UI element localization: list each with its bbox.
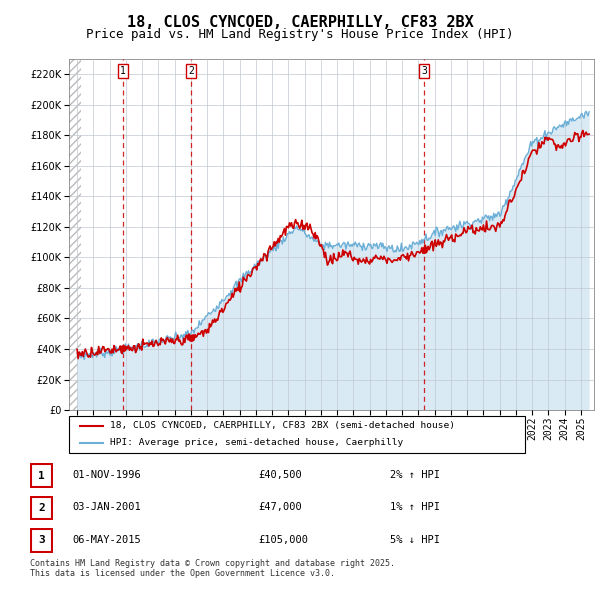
Text: 2: 2 — [38, 503, 45, 513]
Text: 03-JAN-2001: 03-JAN-2001 — [72, 502, 141, 512]
Text: Price paid vs. HM Land Registry's House Price Index (HPI): Price paid vs. HM Land Registry's House … — [86, 28, 514, 41]
Text: 18, CLOS CYNCOED, CAERPHILLY, CF83 2BX: 18, CLOS CYNCOED, CAERPHILLY, CF83 2BX — [127, 15, 473, 30]
FancyBboxPatch shape — [69, 416, 525, 453]
Text: 06-MAY-2015: 06-MAY-2015 — [72, 535, 141, 545]
Text: 18, CLOS CYNCOED, CAERPHILLY, CF83 2BX (semi-detached house): 18, CLOS CYNCOED, CAERPHILLY, CF83 2BX (… — [110, 421, 455, 430]
Text: Contains HM Land Registry data © Crown copyright and database right 2025.
This d: Contains HM Land Registry data © Crown c… — [30, 559, 395, 578]
Text: 5% ↓ HPI: 5% ↓ HPI — [390, 535, 440, 545]
Text: £40,500: £40,500 — [258, 470, 302, 480]
Text: 1: 1 — [120, 66, 126, 76]
Text: 3: 3 — [38, 536, 45, 545]
Text: 01-NOV-1996: 01-NOV-1996 — [72, 470, 141, 480]
Text: HPI: Average price, semi-detached house, Caerphilly: HPI: Average price, semi-detached house,… — [110, 438, 403, 447]
Text: 2% ↑ HPI: 2% ↑ HPI — [390, 470, 440, 480]
FancyBboxPatch shape — [31, 497, 52, 519]
Text: 1% ↑ HPI: 1% ↑ HPI — [390, 502, 440, 512]
Text: £47,000: £47,000 — [258, 502, 302, 512]
Text: £105,000: £105,000 — [258, 535, 308, 545]
Text: 2: 2 — [188, 66, 194, 76]
FancyBboxPatch shape — [31, 464, 52, 487]
FancyBboxPatch shape — [31, 529, 52, 552]
Text: 3: 3 — [421, 66, 427, 76]
Text: 1: 1 — [38, 471, 45, 480]
